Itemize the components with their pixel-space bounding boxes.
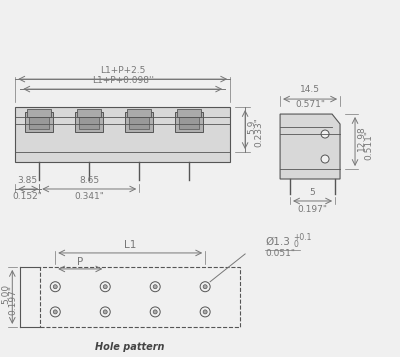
Text: 5: 5 — [310, 188, 316, 197]
Bar — [177, 109, 201, 117]
Bar — [79, 115, 99, 129]
Bar — [129, 115, 149, 129]
Text: +0.1: +0.1 — [293, 233, 312, 242]
Text: 0.051": 0.051" — [265, 249, 295, 258]
Text: 14.5: 14.5 — [300, 85, 320, 94]
Text: 5.9: 5.9 — [247, 119, 256, 134]
Bar — [175, 112, 203, 132]
Circle shape — [150, 282, 160, 292]
Circle shape — [200, 307, 210, 317]
Text: 0.152": 0.152" — [12, 192, 42, 201]
Bar — [75, 112, 103, 132]
Bar — [77, 109, 101, 117]
Circle shape — [53, 285, 57, 289]
Text: L1+P+0.098'': L1+P+0.098'' — [92, 76, 154, 85]
Text: Ø1.3: Ø1.3 — [265, 237, 290, 247]
Circle shape — [153, 310, 157, 314]
Bar — [40, 267, 240, 327]
Text: P: P — [77, 257, 83, 267]
Circle shape — [103, 285, 107, 289]
Circle shape — [153, 285, 157, 289]
Text: 0.197": 0.197" — [8, 285, 17, 315]
Bar — [27, 109, 51, 117]
Text: 0.571": 0.571" — [295, 100, 325, 109]
Text: 0.233": 0.233" — [254, 117, 263, 147]
Text: 0.341": 0.341" — [74, 192, 104, 201]
Text: 0: 0 — [293, 240, 298, 249]
Text: 12.98: 12.98 — [357, 126, 366, 151]
Circle shape — [203, 310, 207, 314]
Circle shape — [100, 307, 110, 317]
Text: 3.85: 3.85 — [17, 176, 37, 185]
Bar — [127, 109, 151, 117]
Circle shape — [50, 282, 60, 292]
Bar — [29, 115, 49, 129]
Text: Hole pattern: Hole pattern — [96, 342, 165, 352]
Polygon shape — [280, 114, 340, 179]
Circle shape — [203, 285, 207, 289]
Circle shape — [321, 155, 329, 163]
Circle shape — [103, 310, 107, 314]
Circle shape — [150, 307, 160, 317]
Text: 0.197": 0.197" — [298, 205, 328, 214]
FancyBboxPatch shape — [15, 107, 230, 162]
Circle shape — [50, 307, 60, 317]
Circle shape — [100, 282, 110, 292]
Text: L1+P+2.5: L1+P+2.5 — [100, 66, 145, 75]
Circle shape — [200, 282, 210, 292]
Text: 0.511": 0.511" — [364, 130, 373, 160]
Circle shape — [53, 310, 57, 314]
Text: 8.65: 8.65 — [79, 176, 99, 185]
Text: 5.00: 5.00 — [1, 284, 10, 304]
Circle shape — [321, 130, 329, 138]
Bar — [179, 115, 199, 129]
Bar — [125, 112, 153, 132]
Bar — [25, 112, 53, 132]
Text: L1: L1 — [124, 240, 136, 250]
